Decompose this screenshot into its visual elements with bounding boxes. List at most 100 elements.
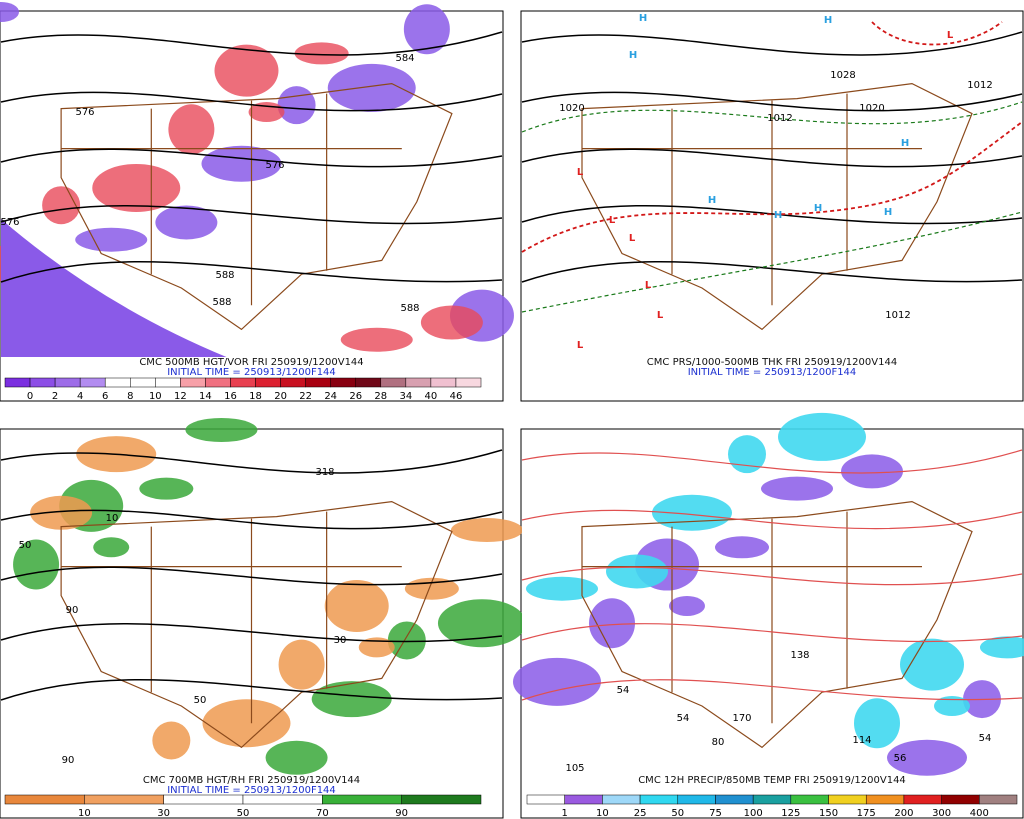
shading <box>358 637 395 658</box>
colorbar-label: 10 <box>596 808 609 819</box>
contour <box>521 509 1023 530</box>
contour <box>521 623 1023 643</box>
colorbar-label: 400 <box>970 808 989 819</box>
map: H H H H H H H H L L L L L L L 1020 1028 1020 1012 1012 1012 <box>521 12 1023 357</box>
panel-frame <box>0 10 504 402</box>
contour <box>0 204 503 225</box>
initial-time: INITIAL TIME = 250913/1200F144 <box>688 367 857 378</box>
colorbar-label: 2 <box>52 391 58 402</box>
colorbar-label: 150 <box>819 808 838 819</box>
colorbar-swatch <box>4 794 85 805</box>
shading <box>202 699 291 748</box>
colorbar-swatch <box>230 377 256 388</box>
map-label: H <box>814 203 822 214</box>
colorbar-swatch <box>130 377 156 388</box>
shading <box>185 418 258 442</box>
map-label: 50 <box>19 540 32 551</box>
colorbar-swatch <box>903 794 942 805</box>
colorbar-label: 90 <box>395 808 408 819</box>
map-label: 10 <box>106 513 119 524</box>
shading <box>437 599 526 648</box>
shading <box>155 205 218 240</box>
map-label: L <box>609 215 616 226</box>
map-label: 588 <box>215 270 234 281</box>
colorbar-label: 175 <box>857 808 876 819</box>
colorbar-swatch <box>255 377 281 388</box>
colorbar-label: 300 <box>932 808 951 819</box>
shading <box>214 44 279 97</box>
initial-time: INITIAL TIME = 250913/1200F144 <box>167 785 336 796</box>
shading <box>139 477 194 500</box>
colorbar-swatch <box>430 377 457 388</box>
colorbar-swatch <box>305 377 331 388</box>
contour <box>0 31 503 56</box>
colorbar-swatch <box>330 377 356 388</box>
contour <box>521 91 1023 112</box>
borders <box>581 500 973 749</box>
shading <box>728 435 766 474</box>
colorbar-swatch <box>280 377 306 388</box>
map-label: H <box>774 210 782 221</box>
colorbar-label: 14 <box>199 391 212 402</box>
shading <box>715 536 769 559</box>
shading <box>778 412 866 461</box>
shading <box>265 740 328 775</box>
shading <box>168 104 215 155</box>
colorbar-swatch <box>715 794 754 805</box>
colorbar-label: 70 <box>316 808 329 819</box>
colorbar-swatch <box>322 794 402 805</box>
shading <box>42 186 81 225</box>
colorbar-label: 125 <box>781 808 800 819</box>
map-label: 90 <box>62 755 75 766</box>
colorbar-label: 200 <box>894 808 913 819</box>
colorbar-label: 40 <box>425 391 438 402</box>
shading <box>589 598 635 649</box>
colorbar-label: 50 <box>671 808 684 819</box>
shading <box>854 698 900 749</box>
caption: CMC 500MB HGT/VOR FRI 250919/1200V144 <box>139 357 363 368</box>
colorbar-label: 26 <box>349 391 362 402</box>
colorbar-label: 20 <box>274 391 287 402</box>
shading <box>450 518 523 543</box>
map-label: 576 <box>75 107 94 118</box>
borders <box>60 500 453 749</box>
contour <box>0 509 503 530</box>
borders <box>581 82 973 331</box>
colorbar-label: 8 <box>127 391 133 402</box>
shading <box>887 739 967 776</box>
map-label: H <box>708 195 716 206</box>
colorbar-swatch <box>180 377 206 388</box>
shading <box>13 539 60 590</box>
contour <box>0 91 503 112</box>
shading <box>513 657 601 706</box>
contour <box>0 679 503 701</box>
map-label: 576 <box>265 160 284 171</box>
colorbar-swatch <box>29 377 56 388</box>
map-label: 1012 <box>885 310 910 321</box>
colorbar-label: 18 <box>249 391 262 402</box>
map: 54 54 80 170 105 114 56 54 138 <box>513 412 1024 776</box>
thickness-contour <box>521 21 1023 253</box>
map-label: 105 <box>565 763 584 774</box>
colorbar-label: 1 <box>562 808 568 819</box>
map-label: 80 <box>712 737 725 748</box>
contour <box>521 148 1023 168</box>
colorbar-label: 100 <box>744 808 763 819</box>
shading <box>30 495 93 530</box>
colorbar-swatch <box>828 794 867 805</box>
colorbar-label: 28 <box>374 391 387 402</box>
shading <box>934 696 970 716</box>
shading <box>152 721 191 760</box>
shading <box>311 681 392 718</box>
map-label: 1020 <box>559 103 584 114</box>
shading <box>327 63 416 112</box>
contour <box>0 449 503 474</box>
colorbar-swatch <box>355 377 382 388</box>
contour <box>521 679 1023 701</box>
colorbar-label: 25 <box>634 808 647 819</box>
colorbar-label: 34 <box>399 391 412 402</box>
colorbar-swatch <box>401 794 482 805</box>
map-label: 54 <box>617 685 630 696</box>
contour <box>521 261 1023 283</box>
